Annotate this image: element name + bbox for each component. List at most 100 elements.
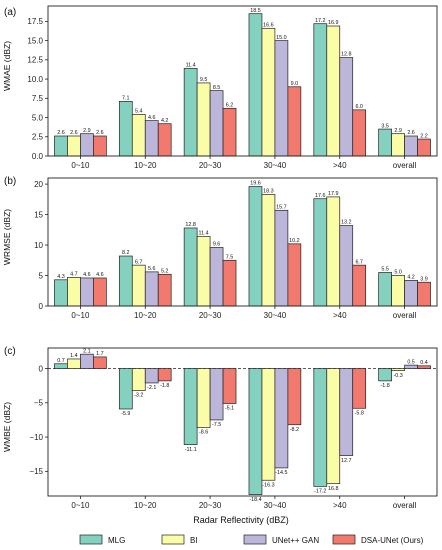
x-tick-label: 30~40: [264, 311, 287, 320]
data-label: 10.2: [289, 238, 300, 244]
data-label: 2.1: [83, 348, 91, 354]
data-label: 18.3: [263, 189, 274, 195]
y-axis-label: WMBE (dBZ): [2, 402, 12, 452]
legend: MLG BI UNet++ GAN DSA-UNet (Ours): [79, 534, 424, 545]
bar: [157, 273, 172, 307]
bar: [93, 277, 107, 307]
bar: [183, 67, 198, 157]
bar: [274, 40, 289, 157]
data-label: 4.2: [161, 118, 169, 124]
bar: [183, 368, 198, 445]
panel-a: (a) WMAE (dBZ): [2, 7, 16, 91]
data-label: -5.8: [355, 410, 364, 416]
x-axis-label: Radar Reflectivity (dBZ): [193, 515, 289, 525]
y-tick-label: 15: [34, 210, 43, 219]
y-tick-label: 5.0: [32, 113, 44, 122]
legend-item: DSA-UNet (Ours): [332, 534, 424, 545]
bar: [378, 272, 392, 307]
bar: [404, 135, 418, 157]
data-label: 4.7: [70, 272, 78, 278]
data-label: 4.3: [57, 274, 65, 280]
data-label: 11.4: [199, 231, 209, 237]
y-tick-label: 17.5: [27, 17, 43, 26]
y-tick-label: 0: [39, 364, 44, 373]
y-tick-label: 10.0: [27, 75, 43, 84]
bar: [261, 368, 276, 481]
data-label: 18.5: [250, 8, 261, 14]
plot-frame: [47, 5, 438, 157]
plot-frame: [47, 347, 438, 497]
bar: [118, 101, 133, 157]
x-tick-label: overall: [393, 501, 417, 510]
bar: [80, 353, 94, 369]
data-label: 13.2: [341, 220, 352, 226]
y-tick-label: 2.5: [32, 133, 44, 142]
data-label: 15.0: [276, 35, 287, 41]
legend-swatch: [79, 534, 103, 545]
bar: [131, 114, 146, 157]
bar: [118, 368, 133, 410]
data-label: -3.2: [134, 393, 143, 399]
data-label: 7.5: [226, 254, 234, 260]
bar: [391, 368, 405, 371]
data-label: -8.2: [290, 427, 299, 433]
bar: [183, 227, 198, 307]
bar: [222, 259, 237, 307]
data-label: 2.6: [70, 130, 78, 136]
data-label: -14.5: [275, 470, 287, 476]
panel-label: (c): [4, 346, 16, 357]
legend-swatch: [332, 534, 356, 545]
legend-label: BI: [190, 536, 198, 545]
y-axis-label: WRMSE (dBZ): [2, 209, 12, 265]
bar: [67, 135, 81, 157]
bar: [131, 264, 146, 307]
bar: [209, 90, 224, 157]
x-tick-label: 10~20: [134, 161, 157, 170]
legend-label: UNet++ GAN: [272, 536, 319, 545]
data-label: 8.2: [122, 250, 130, 256]
data-label: 19.6: [250, 181, 261, 187]
bar: [80, 133, 94, 157]
y-tick-label: 10: [34, 241, 43, 250]
data-label: 17.9: [328, 191, 339, 197]
plot-1: 2.6 7.1 11.4 18.5 17.2 3.5 2.6 5.4 9.5 16.6 16.9 2.…: [27, 5, 438, 170]
data-label: 0.4: [420, 360, 428, 366]
data-label: -5.1: [225, 406, 234, 412]
data-label: 5.0: [394, 270, 402, 276]
bar: [339, 57, 354, 157]
bar: [144, 271, 159, 307]
bar: [157, 123, 172, 157]
data-label: -0.3: [393, 373, 402, 379]
y-tick-label: 5: [39, 271, 44, 280]
data-label: 2.2: [420, 133, 428, 139]
bar: [326, 368, 341, 485]
bar: [196, 82, 211, 157]
y-tick-label: −10: [29, 433, 43, 442]
bar: [417, 281, 431, 307]
data-label: 16.6: [263, 23, 274, 29]
bar: [248, 13, 263, 157]
bar: [326, 25, 341, 157]
data-label: 2.6: [57, 130, 65, 136]
data-label: 5.6: [148, 266, 156, 272]
data-label: 12.8: [341, 52, 352, 58]
data-label: 2.6: [96, 130, 104, 136]
y-tick-label: 12.5: [27, 56, 43, 65]
bar: [339, 225, 354, 307]
bar: [378, 368, 392, 382]
bar: [93, 356, 107, 369]
bar: [222, 368, 237, 404]
bar: [196, 236, 211, 307]
bar: [287, 368, 302, 426]
bar: [144, 368, 159, 384]
bar: [54, 279, 68, 307]
data-label: 4.2: [407, 275, 415, 281]
bar: [261, 194, 276, 307]
data-label: 15.7: [276, 205, 287, 211]
data-label: 17.2: [315, 18, 326, 24]
bar: [417, 138, 431, 157]
y-tick-label: 15.0: [27, 36, 43, 45]
bar: [222, 107, 237, 157]
data-label: 1.7: [96, 351, 104, 357]
data-label: 8.5: [213, 85, 221, 91]
